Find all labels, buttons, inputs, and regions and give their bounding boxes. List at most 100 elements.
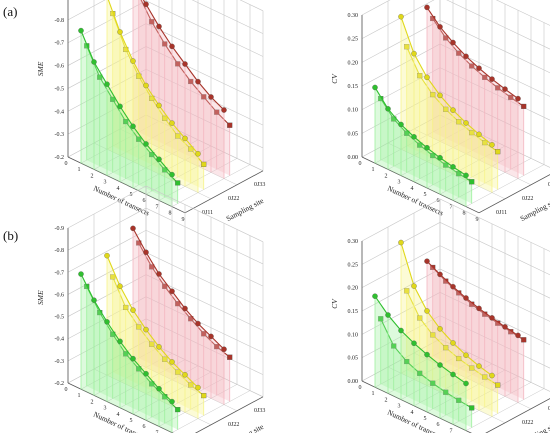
data-point [424,74,430,81]
y-tick-label: 0J33 [254,408,265,414]
x-tick-label: 6 [143,424,146,430]
x-tick-label: 0 [65,161,68,167]
data-point [372,293,378,299]
data-point [443,106,449,112]
data-point [450,371,456,378]
y-tick-label: 0J11 [202,210,213,216]
z-tick-label: -0.3 [55,359,65,365]
y-tick-label: 0J33 [548,406,550,412]
data-point [508,94,514,100]
x-axis [67,156,186,214]
data-point [156,102,162,109]
data-point [162,283,168,289]
data-point [476,65,482,71]
data-point [469,63,475,69]
series-curtain [81,274,172,433]
series-curtain [406,46,498,190]
data-point [130,225,136,232]
data-point [162,167,168,173]
data-point [175,133,181,139]
series-curtain [138,0,230,176]
data-point [404,44,410,50]
y-tick-label: 0J11 [496,210,507,216]
x-tick-label: 7 [156,430,159,433]
z-tick-label: -0.9 [55,0,65,1]
data-point [104,252,110,259]
data-point [424,145,430,151]
data-point [214,109,220,115]
data-point [398,239,404,246]
z-tick-label: 0.00 [348,155,359,161]
x-tick-label: 3 [104,180,107,186]
data-point [495,382,501,388]
data-point [123,119,129,125]
data-point [130,307,136,313]
data-point [195,78,201,85]
data-point [169,288,175,294]
data-point [456,171,462,177]
data-point [130,58,136,64]
data-point [175,180,181,186]
data-point [372,84,378,91]
grid-line [361,198,550,252]
data-point [227,354,233,360]
data-point [201,161,207,167]
data-point [143,249,149,256]
data-point [156,386,162,392]
x-tick-label: 3 [104,406,107,412]
floor-grid-line [93,368,212,426]
series-line [86,45,179,184]
x-tick-label: 9 [476,217,479,223]
z-tick-label: -0.7 [55,41,65,47]
data-point [476,363,482,369]
z-tick-label: 0.30 [348,239,359,245]
x-tick-label: 3 [398,404,401,410]
data-point [495,149,501,155]
data-point [450,283,456,290]
data-point [143,370,149,377]
chart-cv-b: 0.00 0.05 0.10 0.15 0.20 0.25 0.30 0 1 2 3 4 5 6 7 8 9 0J… [330,198,550,433]
series-curtain [81,30,172,207]
x-tick-label: 2 [91,173,94,179]
data-point [169,43,175,50]
data-point [175,301,181,307]
data-point [411,283,417,289]
z-axis-title: CV [330,298,339,309]
data-point [437,155,443,161]
data-point [201,393,207,399]
z-tick-label: 0.00 [348,379,359,385]
data-point [502,324,508,330]
data-point [398,13,404,20]
series-line [140,0,231,126]
floor-grid-line [171,390,251,433]
data-point [463,352,469,358]
z-axis-title: CV [330,73,339,84]
floor-grid-line [413,352,532,410]
data-point [482,74,488,80]
data-point [437,362,443,368]
z-tick-label: 0.10 [348,108,359,114]
x-axis [67,382,174,433]
data-point [443,278,449,284]
data-point [162,356,168,362]
series-curtain [112,276,204,416]
data-point [476,305,482,312]
data-point [456,355,462,362]
data-point [182,305,188,312]
z-tick-label: 0.15 [348,309,359,315]
data-point [404,358,410,365]
data-point [463,295,469,301]
data-point [404,130,410,136]
data-point [195,150,201,157]
series-curtain [107,255,198,419]
data-point [162,41,168,47]
z-tick-label: -0.4 [55,109,65,115]
series-curtain [401,242,492,417]
data-point [417,315,423,321]
grid-line [67,229,264,287]
data-point [424,351,430,358]
data-point [117,103,123,110]
data-point [463,53,469,60]
z-tick-label: 0.10 [348,332,359,338]
